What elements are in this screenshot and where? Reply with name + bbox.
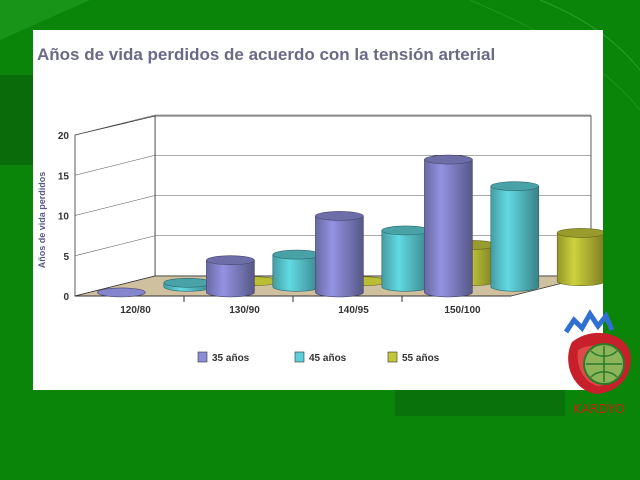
bar-45-años xyxy=(272,249,322,292)
bar-45-años xyxy=(490,181,540,292)
y-tick-label: 0 xyxy=(63,292,69,303)
bar-body xyxy=(272,254,322,292)
bar-45-años xyxy=(163,277,213,292)
y-tick-label: 15 xyxy=(58,171,70,182)
bar-top xyxy=(315,211,364,221)
gridline-side xyxy=(74,235,156,257)
x-tick-label: 130/90 xyxy=(229,305,260,316)
bar-top xyxy=(163,277,213,288)
bar-body xyxy=(315,215,364,298)
gridline-side xyxy=(74,154,156,176)
gridline-side xyxy=(74,195,156,216)
legend-swatch xyxy=(294,351,305,363)
bar-55-años xyxy=(556,228,603,286)
bar-35-años xyxy=(424,154,473,298)
bar-top xyxy=(381,225,431,236)
y-axis-label: Años de vida perdidos xyxy=(37,172,47,269)
bar-45-años xyxy=(381,225,431,292)
y-tick-label: 20 xyxy=(58,131,70,142)
chart-card: Años de vida perdidos de acuerdo con la … xyxy=(33,30,603,390)
legend-label: 35 años xyxy=(212,353,250,364)
bar-body xyxy=(381,230,431,292)
legend-swatch xyxy=(197,351,208,363)
bar-top xyxy=(97,287,146,298)
bar-35-años xyxy=(206,255,255,298)
chart: Años de vida perdidos de acuerdo con la … xyxy=(37,45,603,364)
kardyo-logo-text: KARDYO xyxy=(573,402,625,416)
gridline-side xyxy=(74,114,156,136)
legend-label: 55 años xyxy=(402,353,440,364)
bar-top xyxy=(272,249,322,260)
bar-top xyxy=(556,228,603,238)
x-tick-label: 140/95 xyxy=(338,305,369,316)
side-wall xyxy=(74,115,156,297)
bar-body xyxy=(556,232,603,286)
chart-title: Años de vida perdidos de acuerdo con la … xyxy=(37,45,495,64)
bar-top xyxy=(424,154,473,165)
y-tick-label: 5 xyxy=(63,252,69,263)
bar-35-años xyxy=(315,211,364,298)
bar-body xyxy=(424,159,473,298)
plot-area: 0 5 10 15 20 120/80 130/90 140/95 150/100 xyxy=(58,114,603,316)
bar-35-años xyxy=(97,287,146,298)
bar-top xyxy=(490,181,540,191)
legend-swatch xyxy=(387,351,398,363)
bar-body xyxy=(206,259,255,298)
legend-label: 45 años xyxy=(309,353,347,364)
x-tick-label: 120/80 xyxy=(120,305,151,316)
bar-top xyxy=(206,255,255,265)
y-tick-label: 10 xyxy=(58,212,70,223)
kardyo-heart-logo xyxy=(563,309,631,394)
x-tick-label: 150/100 xyxy=(444,305,481,316)
bar-body xyxy=(490,185,540,292)
chart-legend: 35 años 45 años 55 años xyxy=(197,351,440,364)
